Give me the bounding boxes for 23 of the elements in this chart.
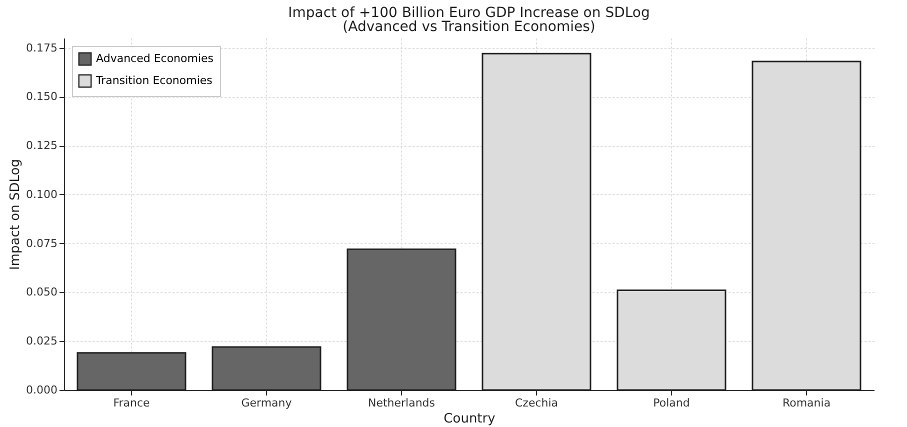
y-tick-label: 0.175 [26, 41, 58, 54]
chart-title: Impact of +100 Billion Euro GDP Increase on SDLog [288, 5, 650, 21]
y-tick-label: 0.050 [26, 286, 58, 299]
chart-subtitle: (Advanced vs Transition Economies) [342, 19, 596, 35]
y-tick-label: 0.150 [26, 90, 58, 104]
x-tick-label: Romania [782, 396, 831, 410]
bar [212, 346, 322, 391]
bar [76, 352, 186, 391]
legend-label: Transition Economies [95, 74, 213, 87]
y-tick-label: 0.000 [26, 384, 58, 396]
y-axis-title: Impact on SDLog [8, 159, 24, 270]
y-tick-label: 0.100 [26, 188, 58, 201]
x-tick-label: Poland [653, 396, 690, 410]
x-tick-label: France [113, 396, 150, 410]
y-tick-label: 0.075 [26, 236, 58, 250]
y-tick-label: 0.125 [26, 139, 58, 152]
x-tick-label: Czechia [514, 396, 558, 410]
x-tick-label: Netherlands [368, 396, 436, 410]
x-axis-title: Country [444, 412, 496, 426]
y-tick-label: 0.025 [26, 334, 58, 348]
bar [346, 248, 456, 391]
x-tick-label: Germany [241, 396, 292, 410]
legend-label: Advanced Economies [96, 52, 214, 65]
